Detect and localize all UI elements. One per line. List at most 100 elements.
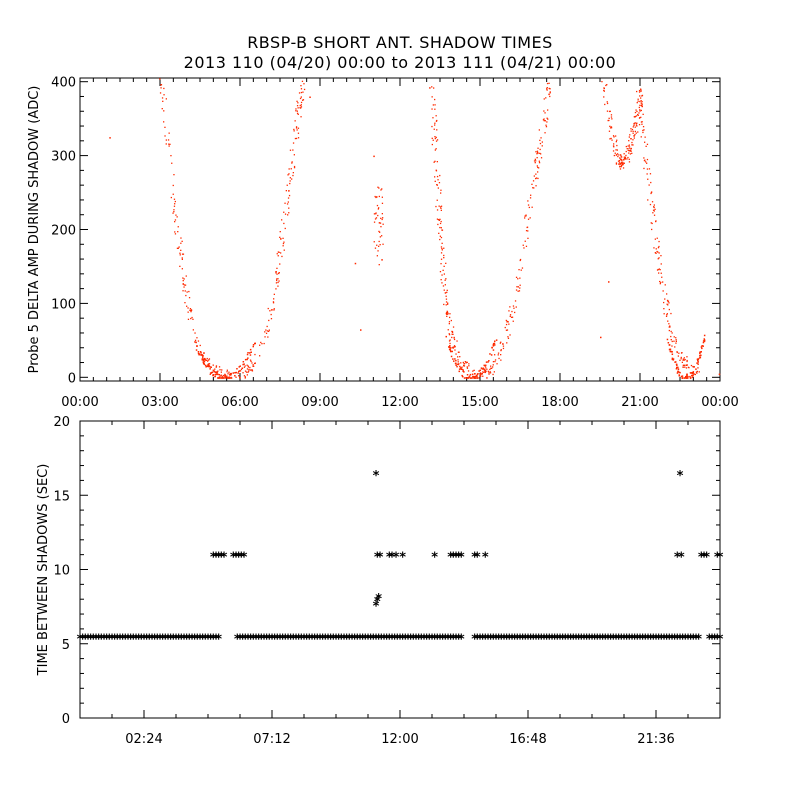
data-point [432, 117, 434, 119]
data-point [628, 147, 630, 150]
data-point: * [679, 632, 686, 647]
data-point [658, 245, 660, 248]
data-point [224, 375, 226, 377]
data-point [448, 346, 450, 348]
data-point [294, 120, 296, 122]
data-point [452, 326, 455, 328]
data-point [300, 101, 303, 104]
top-x-tick-label: 03:00 [141, 395, 178, 410]
data-point: * [685, 632, 692, 647]
data-point: * [503, 632, 510, 647]
data-point: * [261, 632, 268, 647]
data-point [634, 115, 636, 118]
data-point [431, 143, 433, 146]
data-point [626, 158, 628, 160]
data-point [216, 372, 218, 374]
data-point [451, 331, 454, 333]
data-point [453, 345, 456, 347]
data-point [434, 122, 436, 124]
data-point [627, 149, 629, 151]
data-point: * [642, 632, 649, 647]
data-point [254, 342, 256, 345]
data-point [630, 150, 632, 152]
data-point [633, 116, 635, 118]
data-point: * [374, 551, 381, 566]
data-point [300, 85, 302, 87]
data-point [208, 359, 210, 361]
data-point [678, 371, 680, 374]
data-point [480, 373, 483, 375]
data-point: * [263, 632, 270, 647]
data-point [500, 359, 502, 361]
data-point: * [79, 632, 86, 647]
data-point [447, 312, 449, 315]
data-point: * [677, 469, 684, 484]
data-point [442, 269, 444, 271]
data-point [288, 207, 290, 209]
data-point [275, 272, 277, 274]
data-point [210, 366, 212, 368]
data-point [507, 337, 510, 339]
data-point [453, 338, 456, 341]
data-point [447, 329, 449, 331]
data-point [615, 163, 618, 165]
data-point [283, 222, 285, 225]
data-point [619, 157, 621, 159]
data-point [244, 358, 247, 361]
data-point [289, 177, 291, 179]
data-point [449, 348, 451, 351]
data-point [480, 367, 483, 369]
data-point [435, 148, 437, 150]
data-point [469, 377, 471, 379]
data-point: * [269, 632, 276, 647]
data-point [692, 366, 695, 368]
data-point [208, 358, 211, 360]
data-point: * [295, 632, 302, 647]
data-point: * [599, 632, 606, 647]
data-point [289, 182, 291, 185]
data-point [459, 356, 461, 358]
data-point [439, 226, 441, 229]
data-point [190, 310, 192, 312]
data-point [519, 258, 522, 261]
data-point [671, 332, 673, 334]
data-point [434, 149, 436, 151]
data-point [700, 346, 703, 348]
data-point [229, 373, 231, 376]
data-point [287, 214, 289, 216]
data-point [439, 174, 441, 177]
data-point: * [597, 632, 604, 647]
data-point [441, 249, 443, 251]
data-point [671, 353, 674, 355]
data-point [489, 372, 492, 374]
data-point [628, 161, 631, 163]
data-point: * [167, 632, 174, 647]
data-point [474, 373, 476, 375]
data-point [454, 349, 456, 351]
data-point [506, 320, 508, 323]
data-point [450, 347, 452, 349]
data-point [621, 156, 623, 158]
data-point [182, 277, 184, 279]
data-point [181, 268, 183, 270]
data-point [692, 371, 695, 373]
data-point [197, 352, 200, 355]
data-point [655, 248, 657, 250]
data-point [448, 323, 450, 325]
data-point [647, 178, 649, 180]
data-point [382, 223, 384, 225]
data-point [485, 370, 487, 372]
data-point: * [525, 632, 532, 647]
data-point: * [309, 632, 316, 647]
data-point [275, 288, 277, 290]
data-point [615, 135, 617, 137]
data-point [515, 276, 518, 278]
data-point [634, 126, 636, 128]
data-point [235, 376, 237, 378]
data-point [639, 104, 641, 106]
data-point [224, 373, 226, 375]
data-point: * [237, 632, 244, 647]
data-point: * [103, 632, 110, 647]
data-point [254, 362, 256, 365]
data-point [498, 357, 500, 360]
